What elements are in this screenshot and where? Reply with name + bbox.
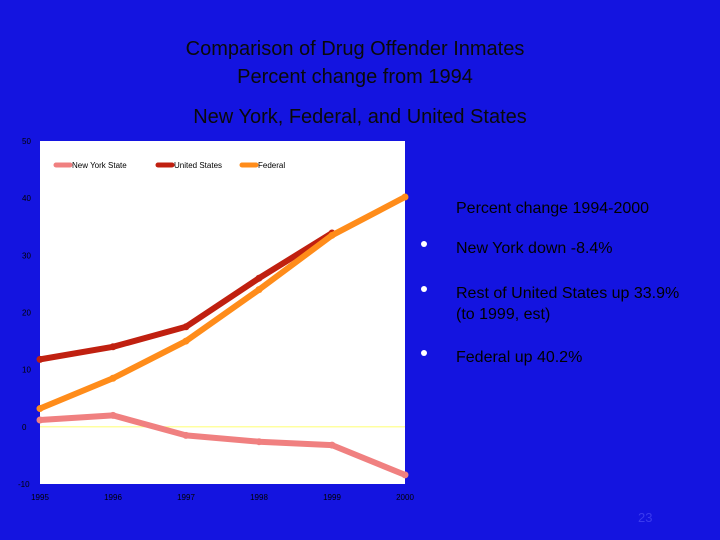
data-point-united-states: [36, 355, 44, 363]
data-point-new-york: [328, 441, 336, 449]
y-tick-label: 30: [22, 251, 31, 260]
data-point-federal: [328, 231, 336, 239]
data-point-new-york: [109, 411, 117, 419]
data-point-federal: [109, 374, 117, 382]
x-tick-label: 1995: [31, 493, 49, 502]
title-line-1: Comparison of Drug Offender Inmates: [185, 38, 525, 60]
title-line-2: Percent change from 1994: [237, 66, 473, 88]
x-tick-label: 1998: [250, 493, 268, 502]
data-point-new-york: [182, 431, 190, 439]
bullet-heading: Percent change 1994-2000: [456, 200, 650, 217]
series-line-federal: [37, 194, 408, 412]
x-tick-label: 1997: [177, 493, 195, 502]
bullet-united-states: Rest of United States up 33.9%: [456, 285, 680, 302]
data-point-new-york: [36, 416, 44, 424]
series-line-new-york: [37, 412, 408, 478]
bullet-united-states-note: (to 1999, est): [456, 306, 551, 323]
x-tick-label: 1999: [323, 493, 341, 502]
bullet-federal: Federal up 40.2%: [456, 349, 583, 366]
bullet-dot: [421, 286, 427, 292]
y-tick-label: 0: [22, 423, 27, 432]
x-tick-label: 1996: [104, 493, 122, 502]
data-point-united-states: [109, 343, 117, 351]
data-point-new-york: [401, 471, 409, 479]
slide-number: 23: [638, 510, 653, 525]
legend-label-federal: Federal: [258, 161, 285, 170]
data-point-new-york: [255, 438, 263, 446]
x-tick-label: 2000: [396, 493, 414, 502]
data-point-united-states: [182, 323, 190, 331]
y-tick-label: 10: [22, 366, 31, 375]
bullet-dot: [421, 241, 427, 247]
data-point-federal: [36, 405, 44, 413]
y-tick-label: 20: [22, 309, 31, 318]
data-point-federal: [182, 337, 190, 345]
y-tick-label: 40: [22, 194, 31, 203]
bullet-new-york: New York down -8.4%: [456, 240, 613, 257]
data-point-federal: [401, 193, 409, 201]
y-tick-label: 50: [22, 137, 31, 146]
legend-label-new-york: New York State: [72, 161, 127, 170]
data-point-federal: [255, 286, 263, 294]
title-line-3: New York, Federal, and United States: [193, 106, 527, 128]
y-tick-label: -10: [18, 480, 30, 489]
legend-label-united-states: United States: [174, 161, 222, 170]
data-point-united-states: [255, 274, 263, 282]
bullet-dot: [421, 350, 427, 356]
